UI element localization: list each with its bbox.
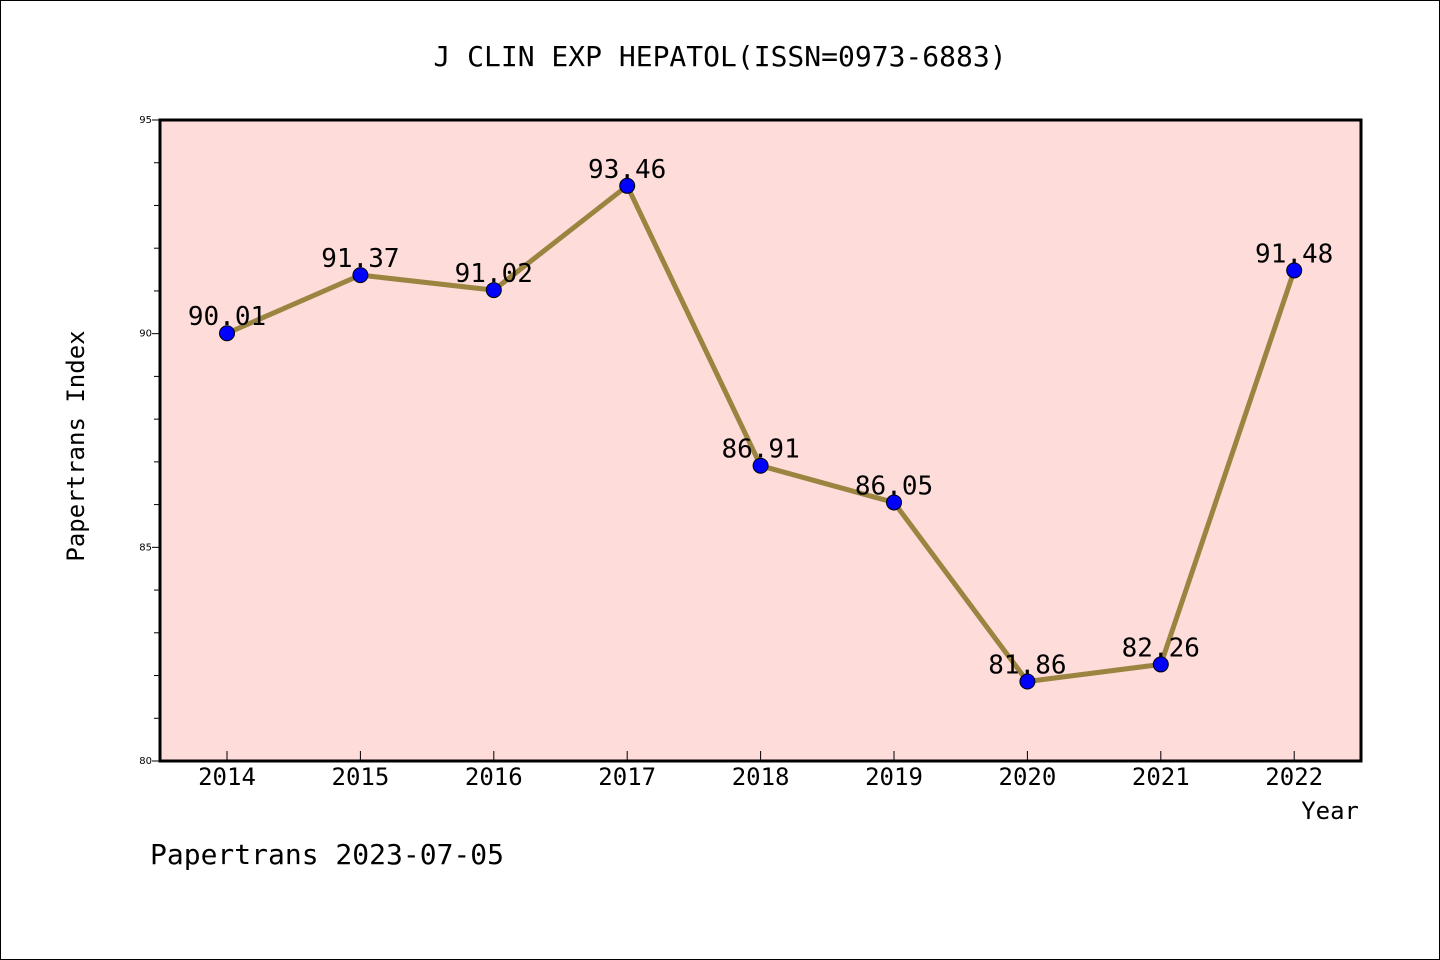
y-axis-label: Papertrans Index: [62, 330, 90, 561]
y-tick-label: 95: [139, 115, 152, 126]
data-point: [619, 177, 636, 194]
data-point: [886, 494, 902, 511]
data-label: 90.01: [188, 302, 266, 332]
footer-text: Papertrans 2023-07-05: [150, 838, 504, 871]
x-tick-label: 2019: [865, 763, 923, 791]
x-tick-label: 2016: [465, 763, 523, 791]
data-markers: [219, 177, 1303, 690]
data-label: 86.05: [855, 471, 933, 501]
x-tick-label: 2015: [332, 763, 390, 791]
data-point: [1286, 262, 1303, 279]
x-tick-label: 2022: [1265, 763, 1323, 791]
x-tick-label: 2017: [598, 763, 656, 791]
data-point: [219, 325, 235, 342]
chart-title: J CLIN EXP HEPATOL(ISSN=0973-6883): [433, 40, 1006, 73]
y-tick-label: 85: [139, 542, 152, 553]
data-label: 91.48: [1255, 239, 1333, 269]
y-tick-label: 80: [139, 756, 152, 767]
x-axis-label: Year: [1301, 797, 1359, 825]
x-tick-label: 2020: [999, 763, 1057, 791]
data-label: 81.86: [988, 651, 1066, 681]
data-point: [352, 267, 369, 284]
data-point: [485, 282, 502, 299]
data-label: 91.02: [455, 259, 533, 289]
y-tick-label: 90: [139, 329, 152, 340]
x-tick-label: 2014: [198, 763, 256, 791]
data-point: [752, 457, 769, 474]
data-point: [1019, 673, 1036, 690]
x-tick-label: 2018: [732, 763, 790, 791]
data-label: 82.26: [1122, 633, 1200, 663]
data-label: 86.91: [721, 435, 799, 465]
x-tick-label: 2021: [1132, 763, 1190, 791]
plot-area: [160, 120, 1361, 761]
y-axis: 80 85 90 95: [139, 115, 160, 767]
data-label: 91.37: [321, 244, 399, 274]
plot-border: [158, 118, 1363, 763]
data-label: 93.46: [588, 155, 666, 185]
data-point: [1152, 656, 1169, 673]
x-axis: 2014 2015 2016 2017 2018 2019 2020 2021 2022: [198, 751, 1323, 791]
data-labels: 90.01 91.37 91.02 93.46 86.91 86.05 81.86 82.26…: [188, 155, 1333, 681]
